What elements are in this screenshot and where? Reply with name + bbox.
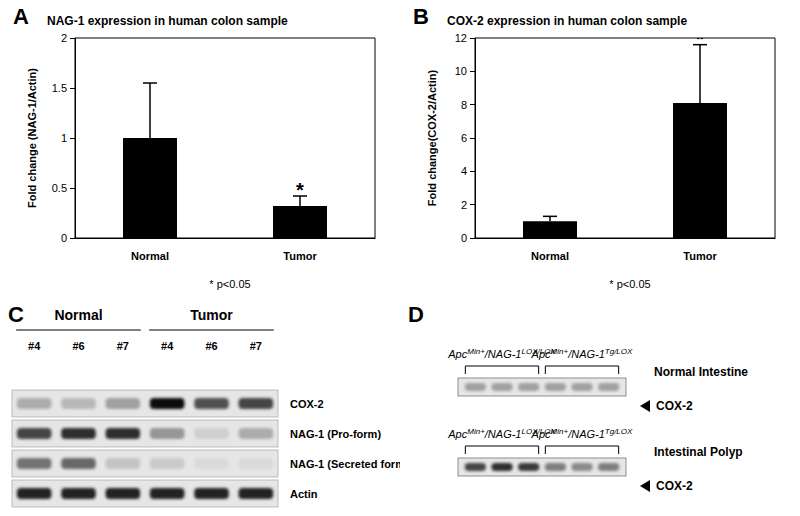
svg-text:ApcMin+/NAG-1Tg/LOX: ApcMin+/NAG-1Tg/LOX [531,347,633,361]
svg-text:A: A [13,4,29,29]
svg-text:NAG-1 (Secreted form): NAG-1 (Secreted form) [290,458,400,470]
svg-text:COX-2 expression in human colo: COX-2 expression in human colon sample [447,14,687,28]
svg-text:#4: #4 [161,340,174,352]
svg-text:10: 10 [455,65,467,77]
svg-text:* p<0.05: * p<0.05 [609,278,650,290]
svg-text:#7: #7 [117,340,129,352]
svg-text:NAG-1 expression in human colo: NAG-1 expression in human colon sample [47,14,288,28]
svg-text:Fold change(COX-2/Actin): Fold change(COX-2/Actin) [426,70,438,207]
svg-text:Normal: Normal [131,250,169,262]
svg-text:#6: #6 [72,340,84,352]
svg-text:Normal: Normal [531,250,569,262]
svg-text:COX-2: COX-2 [656,399,693,413]
svg-text:Tumor: Tumor [683,250,717,262]
svg-text:Tumor: Tumor [283,250,317,262]
svg-text:ApcMin+/NAG-1LOX/LOX: ApcMin+/NAG-1LOX/LOX [447,427,556,441]
svg-text:* p<0.05: * p<0.05 [209,278,250,290]
svg-text:2: 2 [461,199,467,211]
svg-text:#6: #6 [205,340,217,352]
svg-text:0: 0 [461,232,467,244]
svg-text:Tumor: Tumor [190,307,233,323]
svg-text:Fold change (NAG-1/Actin): Fold change (NAG-1/Actin) [26,68,38,208]
svg-text:Normal Intestine: Normal Intestine [654,365,748,379]
svg-text:Actin: Actin [290,488,318,500]
svg-text:1: 1 [61,132,67,144]
svg-text:C: C [8,302,24,327]
svg-text:0.5: 0.5 [52,182,67,194]
svg-text:#7: #7 [250,340,262,352]
svg-text:12: 12 [455,32,467,44]
svg-text:#4: #4 [28,340,41,352]
svg-text:1.5: 1.5 [52,82,67,94]
svg-text:ApcMin+/NAG-1LOX/LOX: ApcMin+/NAG-1LOX/LOX [447,347,556,361]
svg-text:*: * [696,28,704,50]
svg-text:6: 6 [461,132,467,144]
svg-text:4: 4 [461,165,467,177]
svg-text:COX-2: COX-2 [290,398,324,410]
svg-text:B: B [413,4,429,29]
svg-text:COX-2: COX-2 [656,479,693,493]
svg-text:NAG-1 (Pro-form): NAG-1 (Pro-form) [290,428,381,440]
svg-text:ApcMin+/NAG-1Tg/LOX: ApcMin+/NAG-1Tg/LOX [531,427,633,441]
svg-text:Intestinal Polyp: Intestinal Polyp [654,445,743,459]
svg-text:2: 2 [61,32,67,44]
svg-text:8: 8 [461,99,467,111]
svg-text:0: 0 [61,232,67,244]
svg-text:Normal: Normal [54,307,102,323]
svg-text:D: D [408,302,424,327]
svg-text:*: * [296,179,304,201]
